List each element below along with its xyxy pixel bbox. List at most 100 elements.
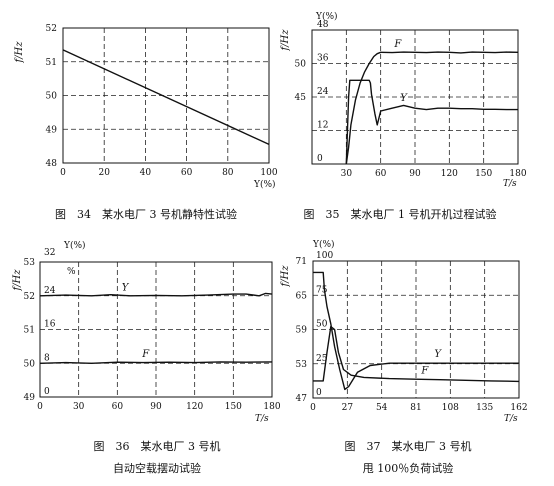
series-layer <box>313 271 520 391</box>
y2-axis-label: Y(%) <box>315 11 338 22</box>
series-label-f: F <box>393 39 402 50</box>
y2-tick-label: 100 <box>316 251 333 261</box>
x-tick-label: 30 <box>73 402 85 412</box>
caption-fig36-line2: 自动空载摆动试验 <box>113 461 201 475</box>
y2-tick-label: 50 <box>316 320 328 330</box>
y-tick-labels-left: 45 50 <box>295 60 307 104</box>
x-tick-label: 40 <box>140 168 152 178</box>
x-tick-label: 0 <box>37 402 43 412</box>
y2-unit-label: % <box>67 267 76 277</box>
x-tick-label: 150 <box>475 169 492 179</box>
line-series-f <box>39 361 273 364</box>
y-tick-labels-left: 49 50 51 52 53 <box>24 258 36 403</box>
x-tick-label: 60 <box>375 169 387 179</box>
x-tick-label: 180 <box>509 169 526 179</box>
x-tick-label: 90 <box>409 169 421 179</box>
series-layer <box>345 51 519 165</box>
series-layer <box>39 292 273 364</box>
y2-tick-label: 75 <box>316 285 328 295</box>
y-tick-label: 49 <box>24 393 36 403</box>
y-tick-label: 59 <box>296 326 308 336</box>
x-tick-label: 180 <box>263 402 280 412</box>
x-tick-label: 0 <box>310 403 316 413</box>
y-tick-label: 52 <box>24 292 35 302</box>
x-tick-labels: 0 20 40 60 80 100 <box>60 168 278 178</box>
y2-tick-label: 25 <box>316 354 328 364</box>
y-tick-label: 50 <box>24 359 36 369</box>
x-axis-label: T/s <box>503 179 517 189</box>
caption-fig35: 图 35 某水电厂 1 号机开机过程试验 <box>304 207 497 221</box>
y-tick-label: 47 <box>296 394 308 404</box>
x-tick-label: 135 <box>476 403 493 413</box>
plot-frame <box>62 27 270 164</box>
y2-tick-label: 24 <box>44 286 56 296</box>
y-axis-label: f/Hz <box>280 29 291 52</box>
y-tick-label: 51 <box>46 58 57 68</box>
x-tick-labels: 0 30 60 90 120 150 180 <box>37 402 281 412</box>
line-series-y <box>313 271 519 391</box>
y-tick-label: 53 <box>296 360 308 370</box>
y-axis-label: f/Hz <box>12 269 23 292</box>
x-tick-label: 108 <box>442 403 459 413</box>
caption-fig37-line1: 图 37 某水电厂 3 号机 <box>345 439 472 453</box>
series-label-y: Y <box>434 349 442 360</box>
series-layer <box>62 49 270 146</box>
y-tick-label: 52 <box>46 24 57 34</box>
x-tick-label: 81 <box>410 403 421 413</box>
x-tick-labels: 0 27 54 81 108 135 162 <box>310 403 527 413</box>
y2-tick-label: 12 <box>317 121 328 131</box>
x-axis-label: T/s <box>504 414 518 424</box>
line-series-y <box>39 292 273 297</box>
y-tick-label: 53 <box>24 258 36 268</box>
line-series-y <box>345 79 518 165</box>
x-tick-label: 30 <box>341 169 353 179</box>
y-tick-label: 49 <box>46 125 58 135</box>
y2-axis-label: Y(%) <box>63 240 86 251</box>
x-tick-label: 60 <box>112 402 124 412</box>
y-tick-label: 48 <box>46 159 58 169</box>
y2-tick-label: 0 <box>316 388 322 398</box>
y-tick-label: 71 <box>296 257 307 267</box>
y2-tick-label: 8 <box>44 353 50 363</box>
series-label-f: F <box>141 349 150 360</box>
chart-fig34: 48 49 50 51 52 0 20 40 60 80 100 f/Hz Y(%) <box>14 24 278 190</box>
series-label-f: F <box>420 365 429 376</box>
series-labels: FY <box>393 39 408 104</box>
x-axis-label: T/s <box>255 414 269 424</box>
x-tick-label: 162 <box>510 403 527 413</box>
x-tick-label: 80 <box>222 168 234 178</box>
chart-fig37: 47 53 59 65 71 0 25 50 75 100 0 27 54 81 108 135 162 Y… <box>280 239 528 424</box>
x-tick-label: 100 <box>260 168 277 178</box>
x-tick-label: 27 <box>342 403 354 413</box>
x-axis-label: Y(%) <box>253 179 276 190</box>
y2-tick-labels: 0 25 50 75 100 <box>316 251 333 398</box>
line-series-f <box>345 51 519 165</box>
x-tick-label: 20 <box>98 168 110 178</box>
line-series-f <box>313 325 520 383</box>
y2-tick-label: 24 <box>317 87 329 97</box>
y2-tick-label: 0 <box>317 154 323 164</box>
y-tick-label: 65 <box>296 291 308 301</box>
grid-lines <box>313 261 519 398</box>
y2-tick-label: 36 <box>317 54 329 64</box>
x-tick-labels: 30 60 90 120 150 180 <box>341 169 527 179</box>
x-tick-label: 0 <box>60 168 66 178</box>
x-tick-label: 120 <box>186 402 203 412</box>
x-tick-label: 150 <box>225 402 242 412</box>
series-labels: YF <box>122 283 150 360</box>
y2-tick-labels: 0 12 24 36 48 <box>317 20 329 164</box>
series-labels: YF <box>420 349 442 377</box>
y2-tick-labels: 0 8 16 24 32 <box>44 248 56 397</box>
grid-lines <box>40 262 272 397</box>
y-tick-label: 45 <box>295 93 307 103</box>
grid-lines <box>63 28 269 163</box>
x-tick-label: 60 <box>181 168 193 178</box>
y2-tick-label: 48 <box>317 20 329 30</box>
series-label-y: Y <box>400 93 408 104</box>
caption-fig36-line1: 图 36 某水电厂 3 号机 <box>94 439 221 453</box>
y-tick-label: 51 <box>24 326 35 336</box>
y2-axis-label: Y(%) <box>312 239 335 250</box>
